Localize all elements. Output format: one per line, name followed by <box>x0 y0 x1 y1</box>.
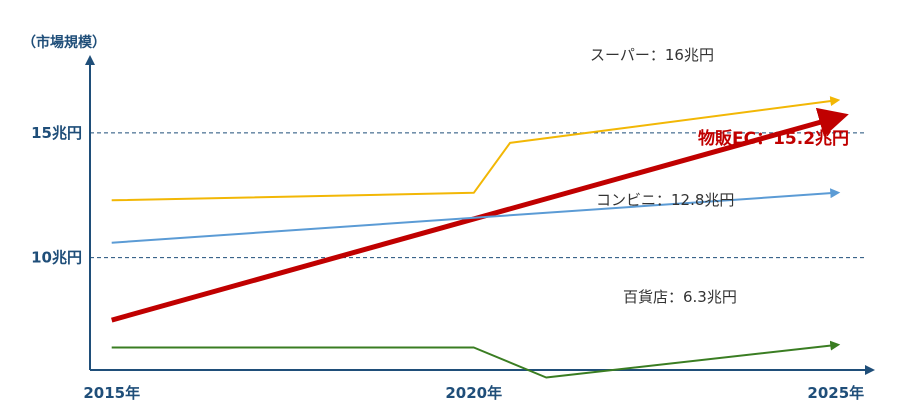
x-tick-label-2020: 2020年 <box>445 384 502 402</box>
series-label-1: 物販EC：15.2兆円 <box>698 128 849 149</box>
y-tick-labels: 10兆円 15兆円 <box>31 124 82 267</box>
y-axis-label: （市場規模） <box>22 34 106 51</box>
series-line-1 <box>111 107 849 323</box>
x-tick-label-2025: 2025年 <box>807 384 864 402</box>
y-tick-label-15: 15兆円 <box>31 124 82 142</box>
series-label-2: コンビニ：12.8兆円 <box>596 191 734 209</box>
series-line-3 <box>111 340 841 379</box>
series-line-0 <box>111 96 841 202</box>
series-line-2 <box>111 188 841 244</box>
grid-layer <box>90 132 865 259</box>
series-label-3: 百貨店：6.3兆円 <box>623 288 737 306</box>
x-tick-labels: 2015年 2020年 2025年 <box>83 384 864 402</box>
series-label-0: スーパー：16兆円 <box>590 46 714 64</box>
x-tick-label-2015: 2015年 <box>83 384 140 402</box>
y-tick-label-10: 10兆円 <box>31 249 82 267</box>
